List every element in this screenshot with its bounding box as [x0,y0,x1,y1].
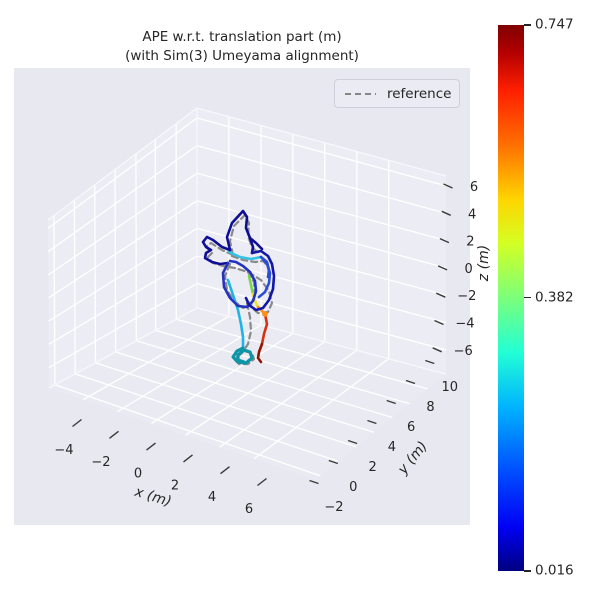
y-tick-label: 10 [442,380,459,395]
estimated-trajectory-segment [247,274,255,296]
y-tick-mark [425,359,435,365]
y-tick-label: 4 [388,440,396,455]
z-tick-label: 0 [464,262,472,277]
estimated-trajectory-segment [201,235,232,266]
x-tick-mark [109,430,119,439]
colorbar-tick-mark [524,296,531,299]
estimated-trajectory-segment [226,278,245,350]
y-tick-mark [367,419,377,425]
pane-edges [47,107,447,389]
z-tick-label: −2 [457,289,476,304]
x-tick-label: 4 [208,490,216,505]
z-tick-mark [439,237,450,244]
colorbar [498,25,524,571]
estimated-trajectory-segment [256,342,264,364]
trajectory-point [262,311,268,317]
estimated-trajectory-segment [260,312,269,346]
colorbar-tick-label: 0.016 [535,562,574,579]
left-wall-pane [48,108,197,388]
y-tick-mark [328,459,339,465]
grid-lines [47,116,447,477]
z-tick-label: −4 [455,317,474,332]
z-tick-mark [436,292,446,298]
x-tick-label: 0 [134,467,142,482]
estimated-trajectory-segment [221,259,258,309]
title-line-1: APE w.r.t. translation part (m) [142,29,342,45]
z-tick-label: −6 [454,344,473,359]
x-tick-label: 6 [245,502,253,517]
estimated-trajectory-segment [248,236,264,251]
y-tick-mark [405,379,416,385]
z-tick-mark [437,265,448,271]
y-tick-label: 6 [407,420,415,435]
x-tick-label: −4 [54,443,73,458]
estimated-trajectory-segment [244,249,276,312]
y-tick-label: −2 [324,500,343,515]
z-tick-label: 2 [466,235,474,250]
z-tick-mark [432,347,442,353]
y-tick-label: 8 [426,400,434,415]
colorbar-tick-mark [524,24,531,26]
estimated-trajectory-segment [227,250,263,261]
y-tick-mark [386,399,396,405]
y-tick-mark [309,479,319,485]
z-tick-label: 4 [468,207,476,222]
x-tick-mark [72,418,82,428]
x-tick-mark [257,477,267,487]
z-axis-label: z (m) [476,244,492,282]
title-line-2: (with Sim(3) Umeyama alignment) [125,48,359,64]
x-tick-label: −2 [91,455,110,470]
y-tick-mark [347,439,358,445]
legend-label-reference: reference [387,85,452,102]
z-tick-mark [434,319,444,326]
legend[interactable]: reference [334,79,460,108]
z-tick-mark [441,210,451,216]
y-tick-label: 0 [349,480,357,495]
plot-title: APE w.r.t. translation part (m) (with Si… [14,28,470,66]
y-tick-label: 2 [368,460,376,475]
x-tick-mark [183,454,193,463]
colorbar-tick-label: 0.747 [535,16,574,33]
colorbar-tick-mark [524,570,531,572]
z-tick-label: 6 [470,180,478,195]
x-tick-mark [146,442,156,451]
estimated-trajectory-segment [231,346,254,365]
reference-dashed-line-icon [345,92,376,95]
z-tick-mark [443,183,453,189]
colorbar-tick-label: 0.382 [535,289,574,306]
x-tick-label: 2 [171,478,179,493]
x-tick-mark [220,466,230,475]
estimated-trajectory-segment [257,255,272,299]
estimated-trajectory-segment [225,209,255,255]
